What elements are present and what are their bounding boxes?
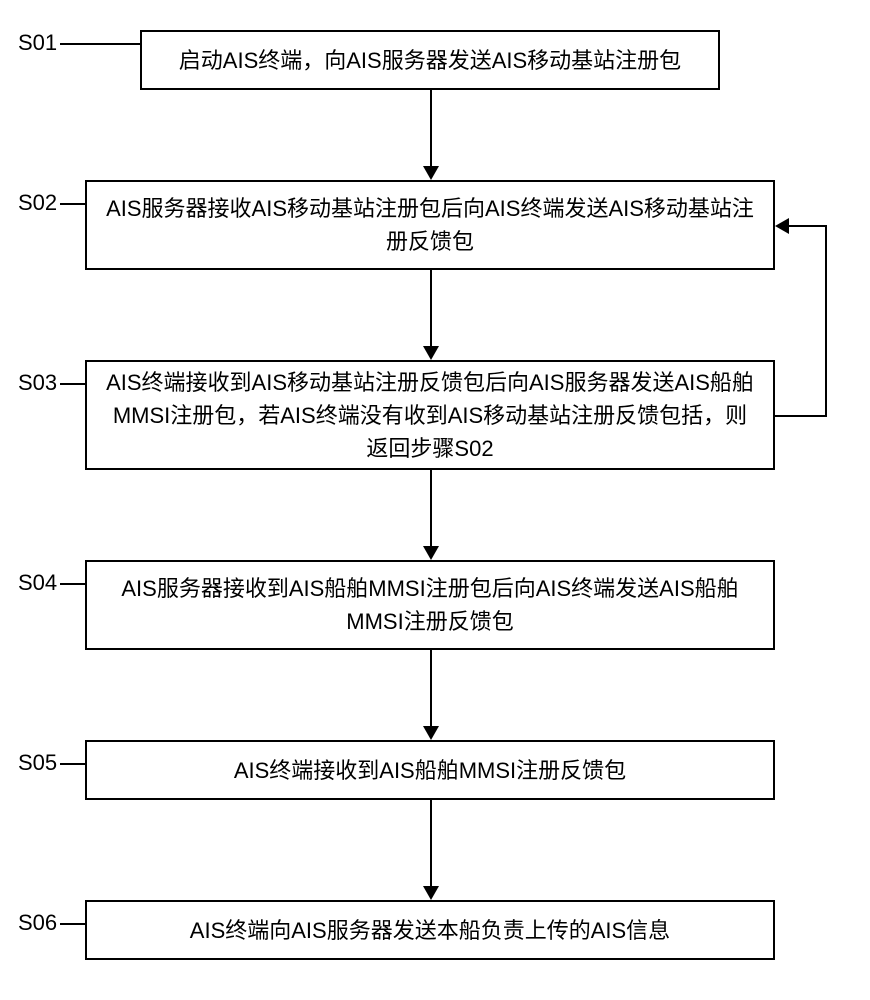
step-label-s03: S03 [18,370,57,396]
node-text: AIS服务器接收到AIS船舶MMSI注册包后向AIS终端发送AIS船舶MMSI注… [103,572,757,638]
feedback-arrow-segment [825,225,827,417]
label-connector [60,583,86,585]
flowchart-node-s01: 启动AIS终端，向AIS服务器发送AIS移动基站注册包 [140,30,720,90]
label-connector [60,43,140,45]
label-connector [60,383,86,385]
step-label-s01: S01 [18,30,57,56]
flowchart-node-s02: AIS服务器接收AIS移动基站注册包后向AIS终端发送AIS移动基站注册反馈包 [85,180,775,270]
step-label-s04: S04 [18,570,57,596]
arrow-down-head [423,346,439,360]
node-text: AIS终端接收到AIS移动基站注册反馈包后向AIS服务器发送AIS船舶MMSI注… [103,366,757,465]
arrow-down-line [430,90,432,168]
flowchart-node-s06: AIS终端向AIS服务器发送本船负责上传的AIS信息 [85,900,775,960]
label-connector [60,923,86,925]
node-text: AIS终端向AIS服务器发送本船负责上传的AIS信息 [190,914,670,947]
arrow-down-head [423,726,439,740]
step-label-s02: S02 [18,190,57,216]
arrow-down-head [423,886,439,900]
label-connector [60,203,86,205]
flowchart-node-s03: AIS终端接收到AIS移动基站注册反馈包后向AIS服务器发送AIS船舶MMSI注… [85,360,775,470]
arrow-down-line [430,650,432,728]
flowchart-container: 启动AIS终端，向AIS服务器发送AIS移动基站注册包 S01 AIS服务器接收AI… [0,0,870,1000]
arrow-down-line [430,270,432,348]
step-label-s05: S05 [18,750,57,776]
label-connector [60,763,86,765]
arrow-down-head [423,546,439,560]
flowchart-node-s04: AIS服务器接收到AIS船舶MMSI注册包后向AIS终端发送AIS船舶MMSI注… [85,560,775,650]
node-text: 启动AIS终端，向AIS服务器发送AIS移动基站注册包 [179,44,681,77]
flowchart-node-s05: AIS终端接收到AIS船舶MMSI注册反馈包 [85,740,775,800]
step-label-s06: S06 [18,910,57,936]
feedback-arrow-segment [787,225,827,227]
feedback-arrow-head [775,218,789,234]
feedback-arrow-segment [775,415,825,417]
arrow-down-head [423,166,439,180]
arrow-down-line [430,800,432,888]
node-text: AIS服务器接收AIS移动基站注册包后向AIS终端发送AIS移动基站注册反馈包 [103,192,757,258]
node-text: AIS终端接收到AIS船舶MMSI注册反馈包 [234,754,626,787]
arrow-down-line [430,470,432,548]
